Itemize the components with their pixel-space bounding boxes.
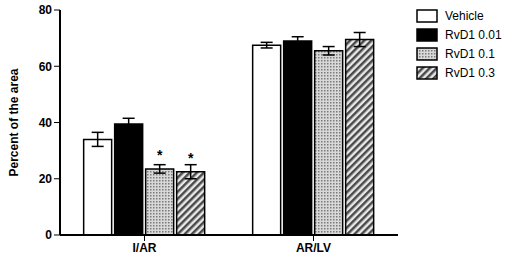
html-text:RvD1 0.1: RvD1 0.1 — [445, 46, 495, 61]
svg-text:20: 20 — [39, 172, 53, 186]
svg-text:60: 60 — [39, 60, 53, 74]
svg-text:*: * — [157, 147, 163, 163]
svg-text:40: 40 — [39, 116, 53, 130]
svg-text:*: * — [188, 150, 194, 166]
html-text:RvD1 0.3: RvD1 0.3 — [445, 65, 495, 80]
svg-text:I/AR: I/AR — [133, 241, 157, 255]
svg-text:Percent of the area: Percent of the area — [8, 68, 21, 176]
svg-text:AR/LV: AR/LV — [296, 241, 331, 255]
svg-text:0: 0 — [45, 228, 52, 242]
html-text:RvD1 0.01: RvD1 0.01 — [445, 27, 502, 42]
svg-text:80: 80 — [39, 3, 53, 17]
html-text:Vehicle: Vehicle — [445, 8, 484, 23]
